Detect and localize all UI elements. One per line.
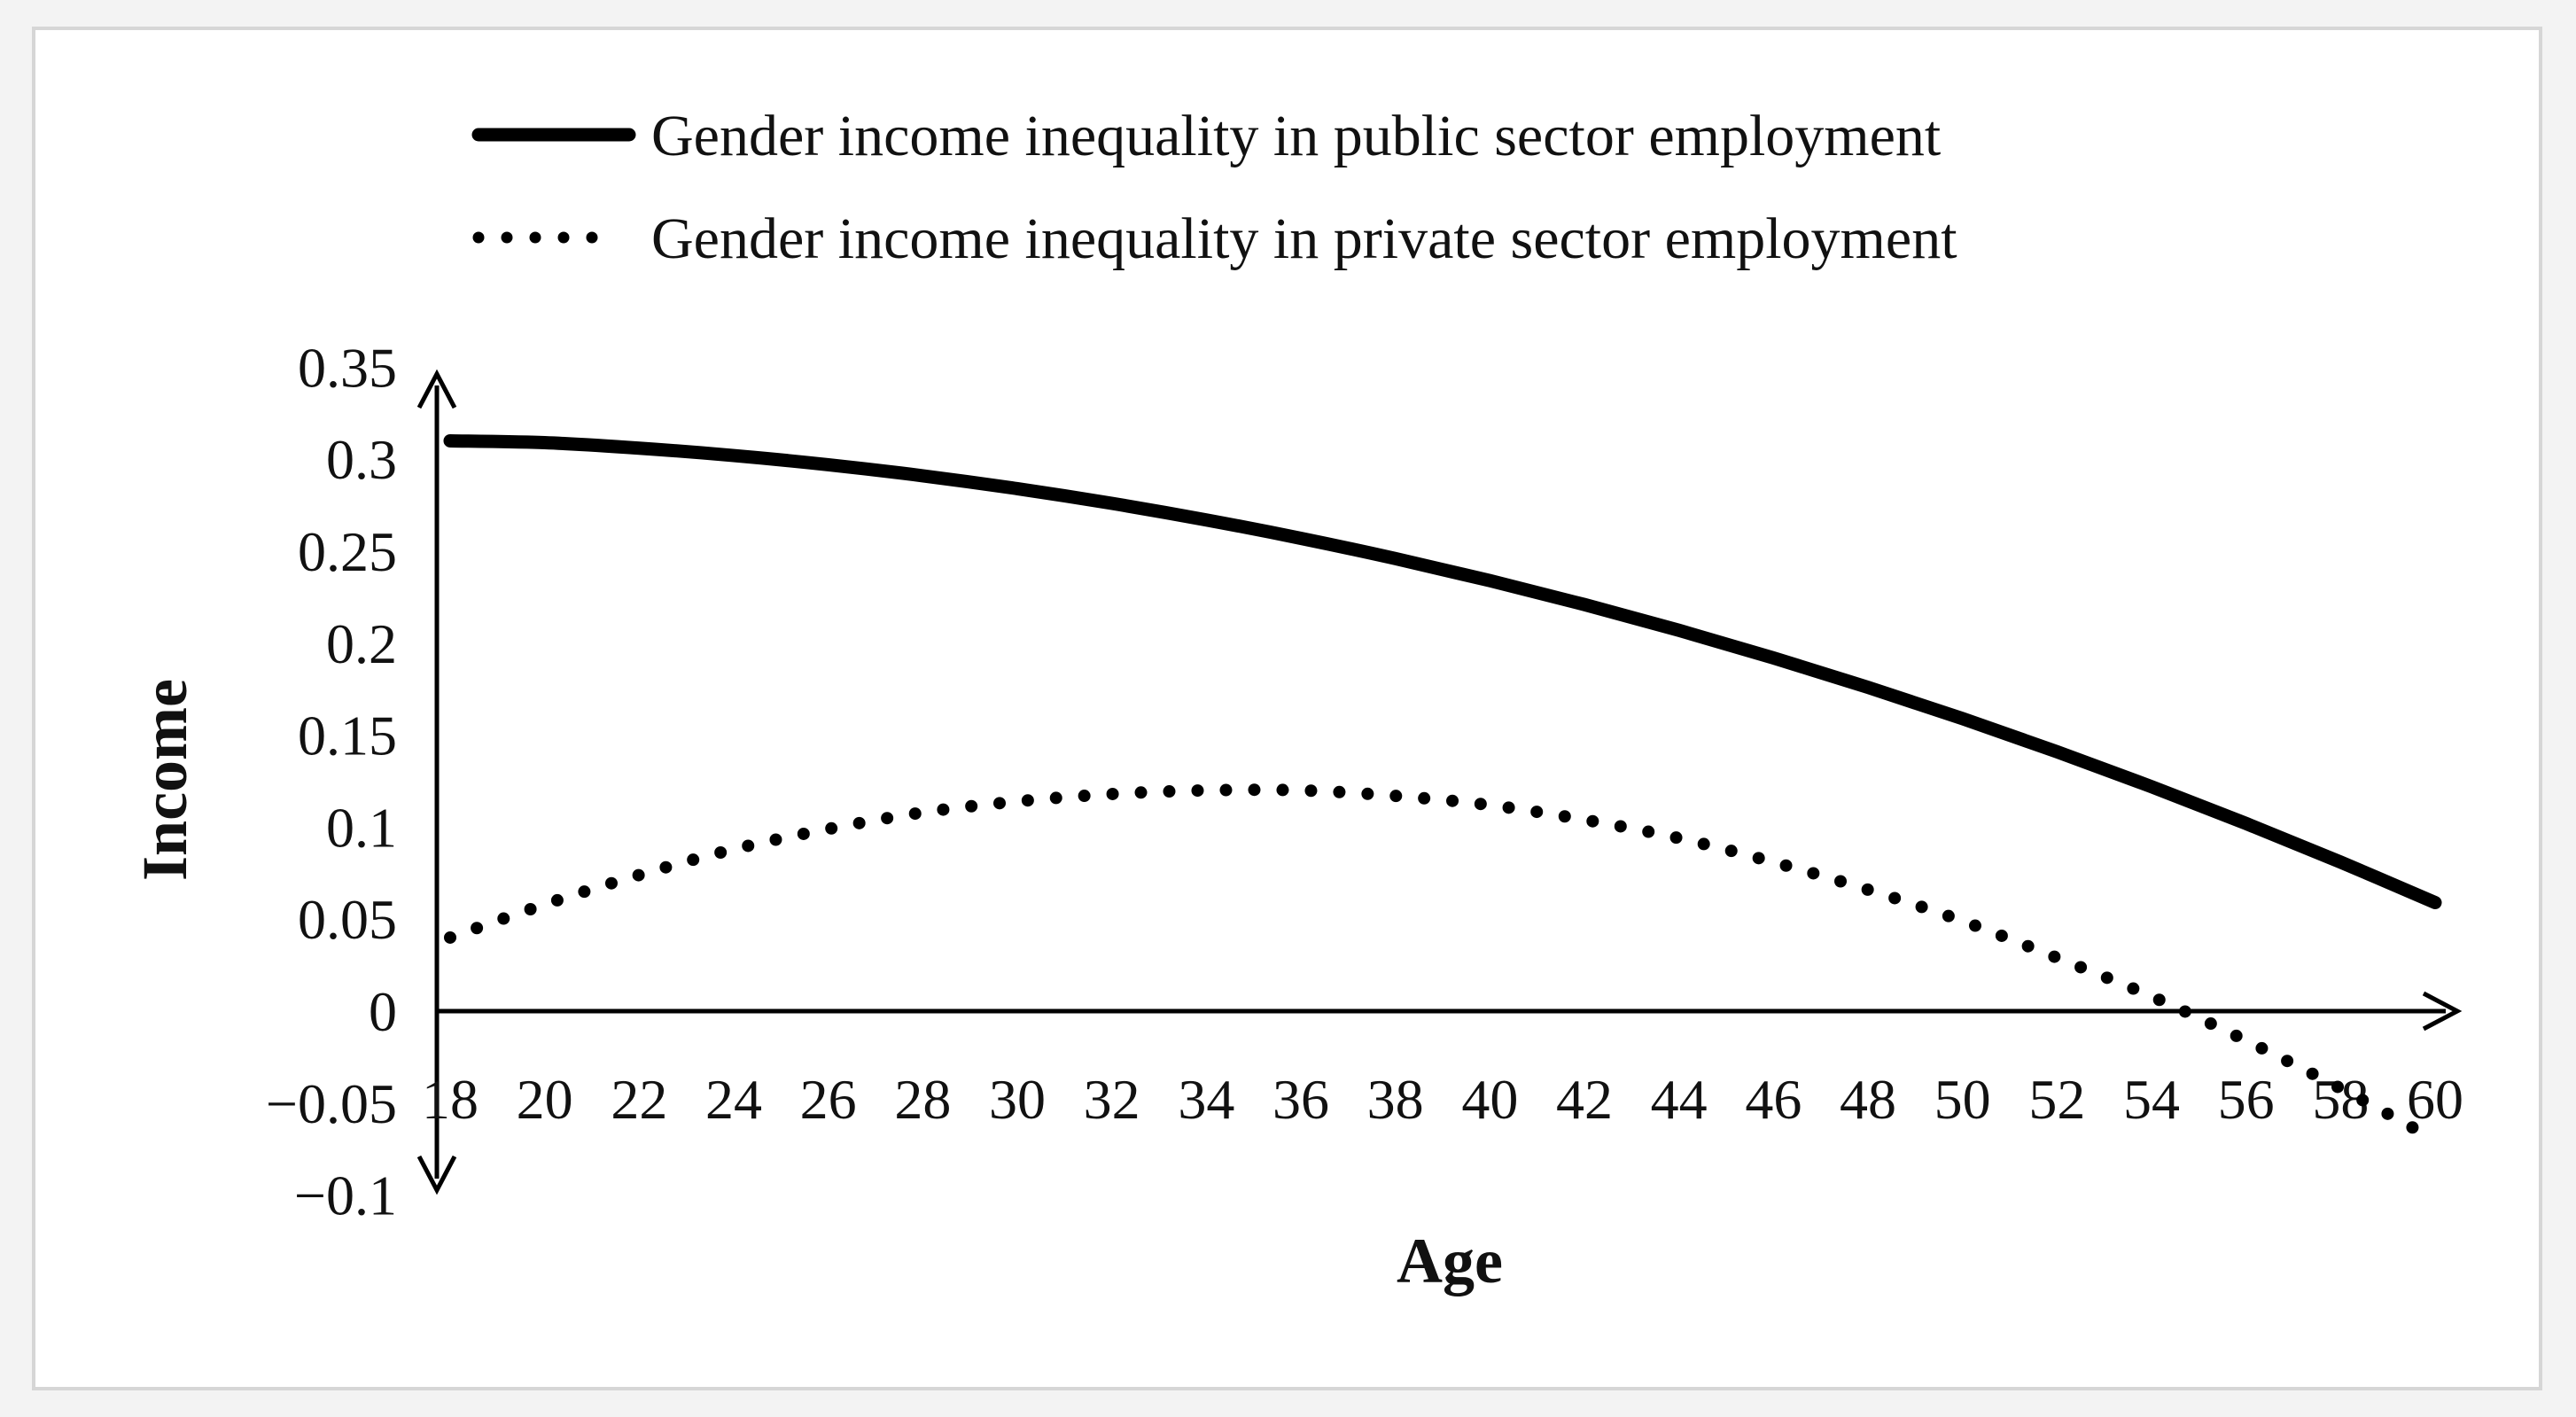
private-data-point <box>2151 995 2152 997</box>
y-axis-title: Income <box>129 679 200 881</box>
y-axis-arrow-bottom <box>416 1155 457 1195</box>
x-tick-label: 52 <box>2028 1068 2085 1131</box>
series-layer <box>443 433 2442 1147</box>
x-tick-label: 30 <box>989 1068 1046 1131</box>
y-tick-label: 0.25 <box>298 520 397 583</box>
y-axis-arrow-top <box>416 369 457 409</box>
private-data-point <box>1584 819 1585 821</box>
x-tick-label: 60 <box>2407 1068 2463 1131</box>
y-tick-label: −0.1 <box>294 1164 397 1227</box>
private-data-point <box>1016 800 1018 802</box>
y-tick-label: 0.35 <box>298 336 397 399</box>
x-tick-label: 46 <box>1745 1068 1802 1131</box>
x-tick-label: 36 <box>1272 1068 1329 1131</box>
private-data-point <box>544 904 546 906</box>
private-data-point <box>1205 790 1207 791</box>
series-line-private <box>444 783 2441 1147</box>
x-tick-label: 32 <box>1084 1068 1140 1131</box>
legend-label-private: Gender income inequality in private sect… <box>651 206 1957 271</box>
private-data-point <box>2434 1139 2436 1141</box>
legend-label-public: Gender income inequality in public secto… <box>651 104 1941 168</box>
x-tick-label: 54 <box>2123 1068 2180 1131</box>
y-tick-label: 0.15 <box>298 705 397 767</box>
private-data-point <box>1962 920 1964 922</box>
x-axis-arrow <box>2422 991 2463 1032</box>
y-tick-label: 0.05 <box>298 888 397 951</box>
axes <box>416 369 2463 1195</box>
private-data-point <box>1772 861 1774 863</box>
y-tick-label: 0.1 <box>326 796 397 859</box>
x-tick-label: 48 <box>1840 1068 1896 1131</box>
x-tick-label: 40 <box>1461 1068 1518 1131</box>
y-tick-labels: 0.35 0.3 0.25 0.2 0.15 0.1 0.05 0 −0.05 −0.1 <box>266 336 397 1226</box>
y-tick-label: −0.05 <box>266 1072 397 1135</box>
x-tick-labels: 18 20 22 24 26 28 30 32 34 36 38 40 42 44 46 48 50 52 54 56… <box>422 1068 2463 1131</box>
y-tick-label: 0 <box>369 980 397 1043</box>
private-data-point <box>1300 790 1302 791</box>
x-tick-label: 42 <box>1556 1068 1613 1131</box>
private-data-point <box>922 812 923 814</box>
x-tick-label: 18 <box>422 1068 479 1131</box>
legend: Gender income inequality in public secto… <box>471 104 1957 271</box>
series-line-public <box>443 433 2442 910</box>
x-tick-label: 22 <box>611 1068 667 1131</box>
x-axis-title: Age <box>1397 1226 1503 1296</box>
private-data-point <box>2245 1039 2247 1041</box>
x-tick-label: 34 <box>1178 1068 1234 1131</box>
x-tick-label: 50 <box>1934 1068 1991 1131</box>
x-tick-label: 26 <box>800 1068 857 1131</box>
y-tick-label: 0.3 <box>326 428 397 491</box>
private-data-point <box>733 848 735 850</box>
private-data-point <box>1489 804 1490 806</box>
x-tick-label: 28 <box>894 1068 951 1131</box>
x-tick-label: 20 <box>517 1068 573 1131</box>
x-tick-label: 56 <box>2218 1068 2275 1131</box>
x-tick-label: 38 <box>1367 1068 1424 1131</box>
x-tick-label: 44 <box>1651 1068 1708 1131</box>
x-tick-label: 24 <box>705 1068 762 1131</box>
y-tick-label: 0.2 <box>326 612 397 675</box>
